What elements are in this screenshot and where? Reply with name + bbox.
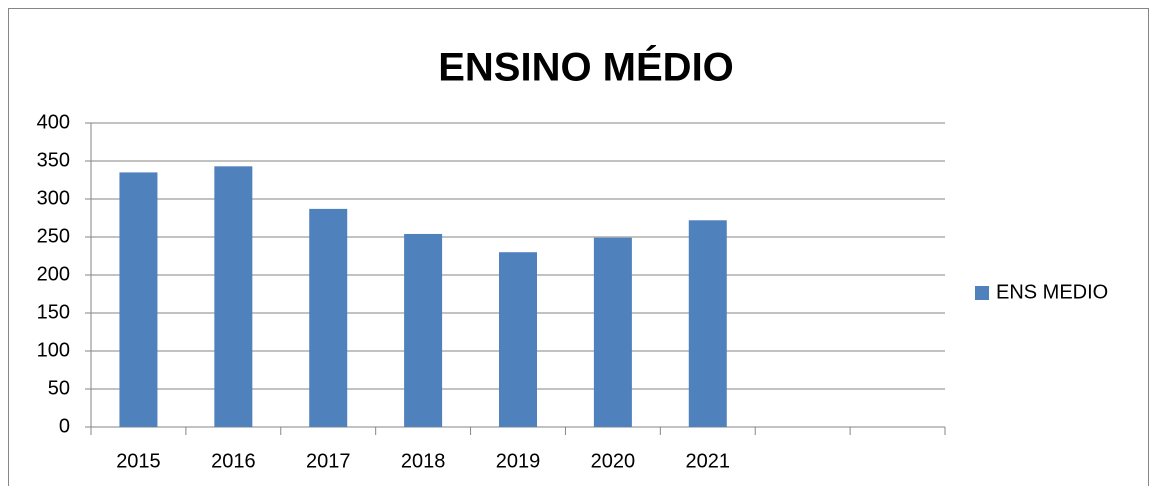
y-tick-label: 0 [59,415,70,437]
x-tick-label: 2019 [496,450,541,472]
y-tick-label: 350 [37,149,70,171]
bar [214,166,253,427]
y-tick-label: 150 [37,301,70,323]
bar [404,233,443,427]
y-tick-label: 400 [37,111,70,133]
chart-frame [8,8,1149,486]
bar [119,172,158,427]
bar [593,237,632,427]
legend-swatch [975,286,989,300]
x-tick-label: 2017 [306,450,351,472]
y-tick-label: 200 [37,263,70,285]
y-tick-label: 50 [48,377,70,399]
legend-label: ENS MEDIO [996,281,1108,303]
x-tick-label: 2020 [591,450,636,472]
bar [499,252,537,427]
y-tick-label: 250 [37,225,70,247]
bar [309,208,348,427]
bar [688,220,727,427]
x-tick-label: 2015 [116,450,161,472]
x-tick-label: 2018 [401,450,446,472]
y-tick-label: 100 [37,339,70,361]
x-tick-label: 2021 [686,450,731,472]
y-tick-label: 300 [37,187,70,209]
chart-title: ENSINO MÉDIO [438,45,734,90]
x-tick-label: 2016 [211,450,256,472]
